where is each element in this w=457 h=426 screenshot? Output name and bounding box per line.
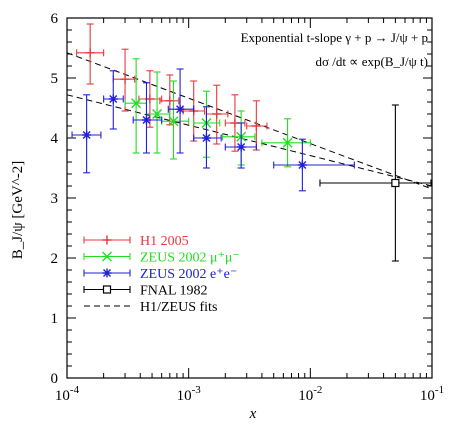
- data-point: [76, 23, 105, 85]
- legend-label: ZEUS 2002 e⁺e⁻: [140, 267, 237, 282]
- data-point: [138, 70, 163, 128]
- data-series: [76, 23, 268, 152]
- annotation-line-1: Exponential t-slope γ + p → J/ψ + p: [241, 30, 428, 45]
- marker-x: [282, 137, 293, 148]
- y-tick-label: 0: [51, 371, 59, 387]
- fit-lines: [66, 52, 433, 190]
- marker-plus: [120, 74, 130, 84]
- y-tick-label: 6: [51, 11, 59, 27]
- data-point: [132, 82, 163, 154]
- marker-x: [168, 116, 179, 127]
- y-tick-label: 2: [51, 251, 59, 267]
- data-series: [319, 104, 432, 262]
- data-point: [222, 110, 256, 166]
- x-tick-label: 10-3: [177, 384, 202, 404]
- marker-star: [236, 142, 246, 152]
- marker-star: [297, 160, 307, 170]
- legend-label: ZEUS 2002 μ⁺μ⁻: [140, 251, 240, 266]
- data-point: [193, 106, 222, 169]
- data-point: [224, 122, 257, 169]
- marker-square: [102, 285, 112, 294]
- legend-entry: ZEUS 2002 μ⁺μ⁻: [83, 251, 240, 266]
- data-point: [161, 80, 190, 160]
- data-point: [273, 138, 355, 192]
- x-tick-label: 10-1: [420, 384, 444, 404]
- fit-line: [66, 52, 433, 190]
- x-axis-title: x: [249, 406, 257, 422]
- y-tick-label: 1: [51, 311, 59, 327]
- marker-plus: [165, 96, 175, 106]
- plot-frame: [66, 17, 433, 379]
- marker-plus: [85, 48, 95, 58]
- data-series: [71, 68, 355, 192]
- legend-label: H1/ZEUS fits: [140, 300, 217, 315]
- marker-x: [131, 98, 142, 109]
- marker-star: [82, 130, 92, 140]
- data-point: [124, 58, 148, 154]
- data-point: [103, 70, 124, 130]
- y-axis: 0 1 2 3 4 5 6: [51, 11, 432, 387]
- legend-label: H1 2005: [140, 234, 189, 249]
- marker-plus: [251, 121, 261, 131]
- y-tick-label: 4: [51, 131, 59, 147]
- legend-entry: H1/ZEUS fits: [84, 300, 217, 315]
- legend-entry: FNAL 1982: [83, 284, 208, 299]
- marker-star: [201, 133, 211, 143]
- data-point: [71, 94, 102, 174]
- marker-plus: [102, 235, 112, 245]
- marker-x: [102, 251, 112, 262]
- x-axis: 10-4 10-3 10-2 10-1: [55, 18, 444, 404]
- marker-star: [141, 115, 151, 125]
- y-tick-label: 3: [51, 191, 59, 207]
- marker-star: [175, 104, 185, 114]
- series-layer: [71, 23, 432, 262]
- plot-border: [66, 17, 433, 379]
- y-axis-title: B_J/ψ [GeV^-2]: [10, 161, 26, 260]
- x-tick-label: 10-4: [55, 384, 80, 404]
- marker-plus: [212, 109, 222, 119]
- legend-label: FNAL 1982: [140, 284, 208, 299]
- marker-x: [152, 109, 163, 119]
- marker-square: [391, 178, 400, 188]
- legend-entry: ZEUS 2002 e⁺e⁻: [83, 267, 237, 282]
- fit-line: [66, 94, 433, 187]
- annotation-line-2: dσ /dt ∝ exp(B_J/ψ t): [315, 54, 428, 69]
- data-point: [319, 104, 432, 262]
- data-point: [261, 118, 311, 168]
- marker-star: [102, 268, 112, 278]
- legend-entry: H1 2005: [83, 234, 189, 249]
- x-tick-label: 10-2: [298, 384, 322, 404]
- legend: H1 2005 ZEUS 2002 μ⁺μ⁻ZEUS 2002 e⁺e⁻ FNAL …: [83, 234, 240, 315]
- data-point: [167, 68, 195, 154]
- y-tick-label: 5: [51, 71, 59, 87]
- data-series: [124, 58, 311, 168]
- marker-star: [108, 94, 118, 104]
